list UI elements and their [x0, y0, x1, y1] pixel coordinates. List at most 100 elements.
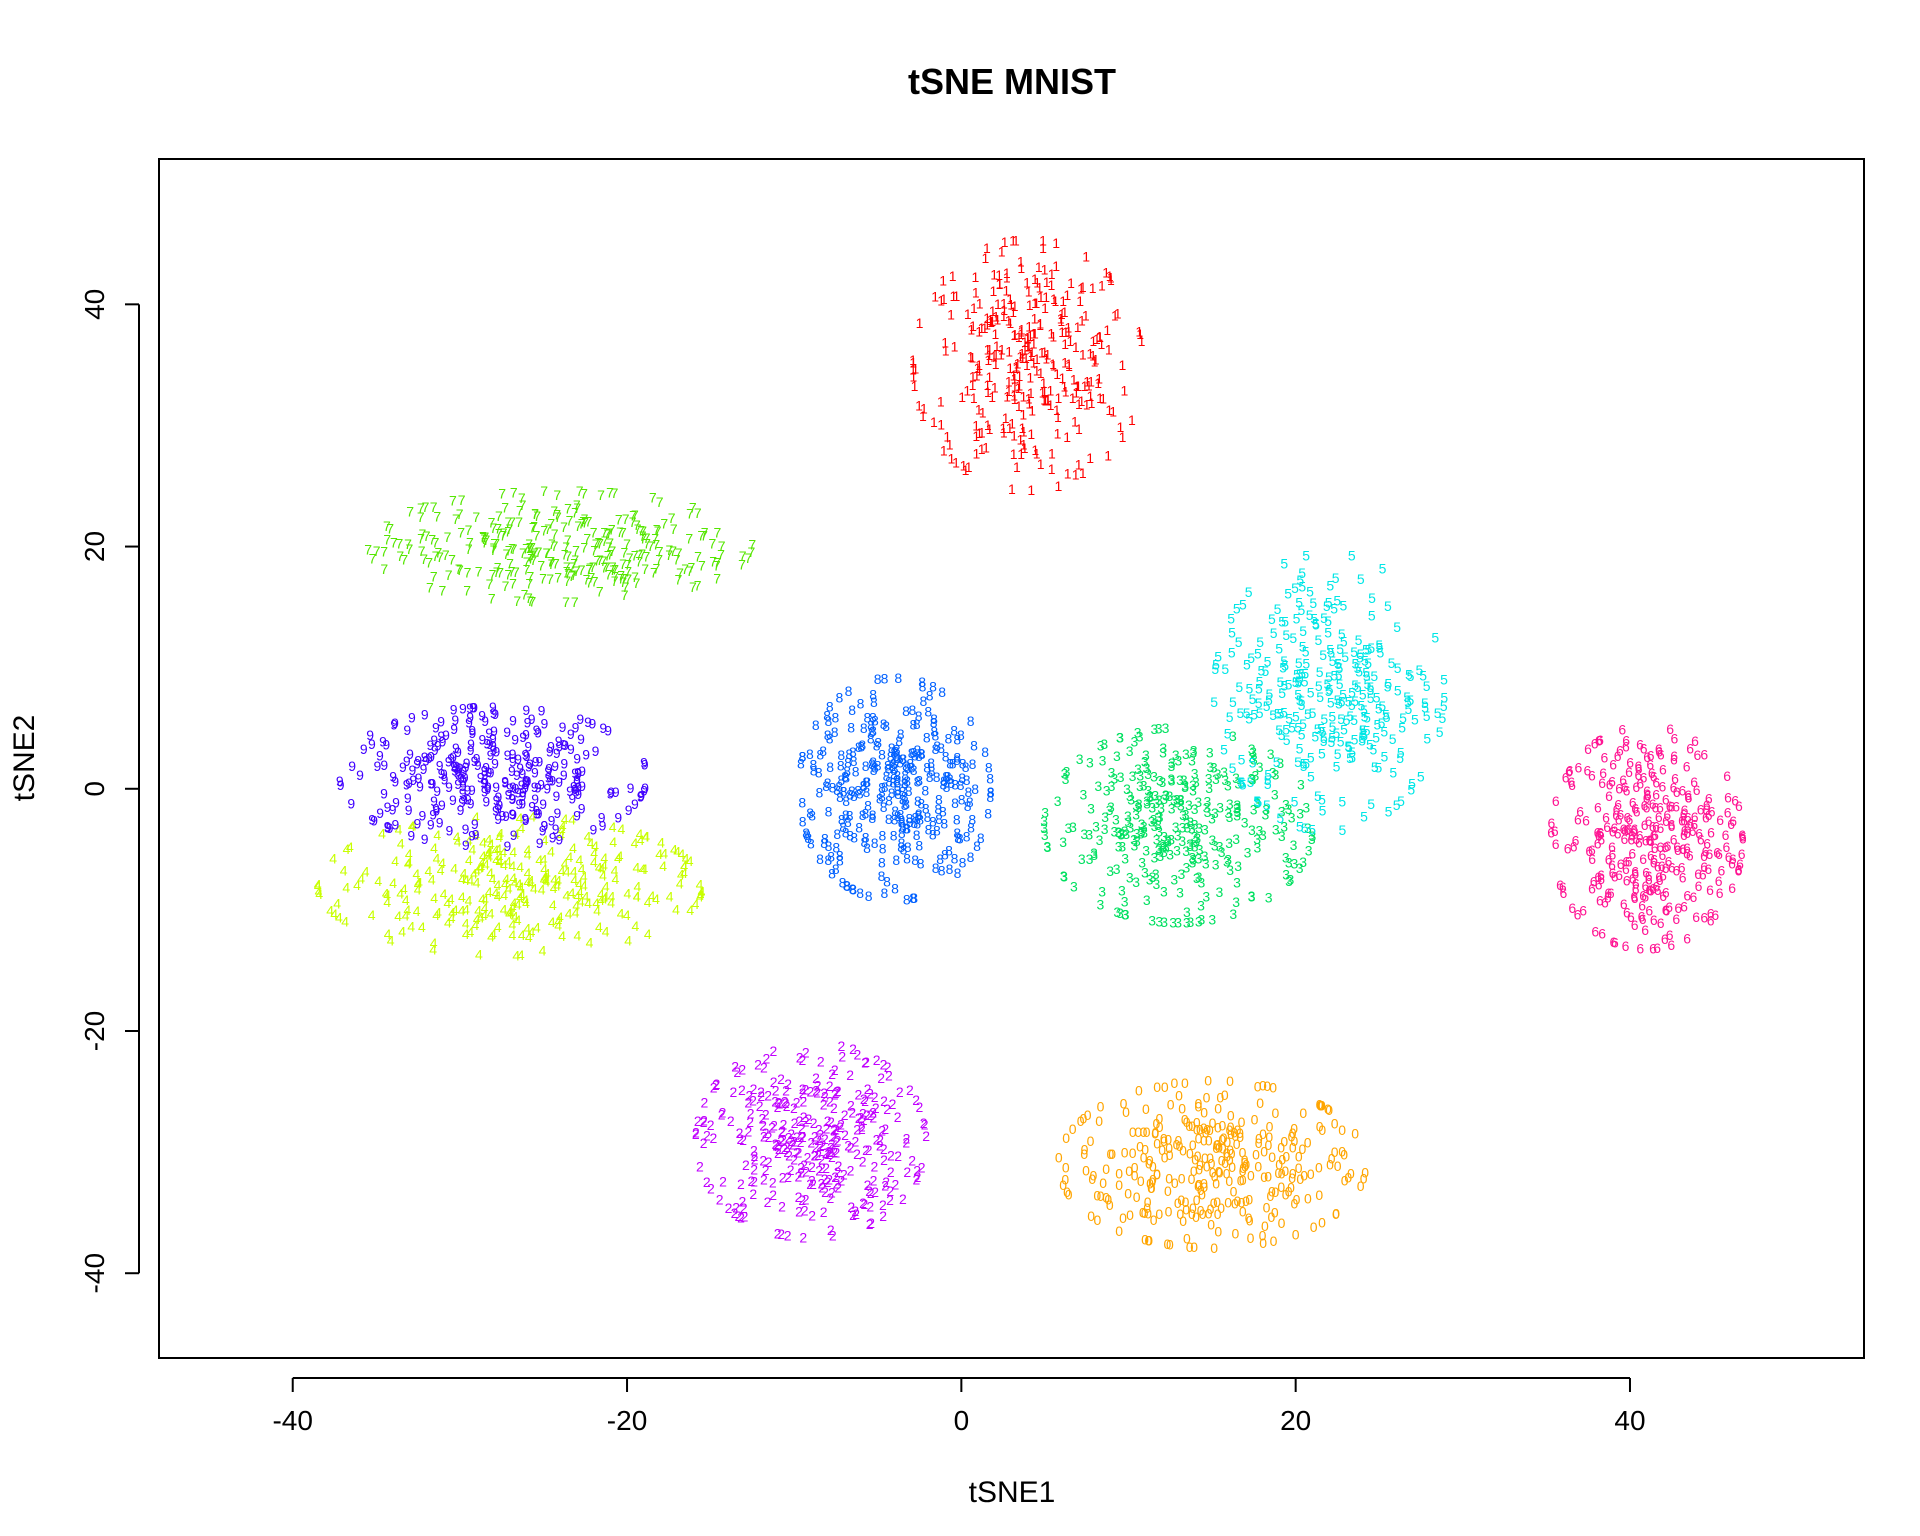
point-digit-6: 6 — [1594, 824, 1602, 840]
point-digit-3: 3 — [1208, 810, 1216, 826]
point-digit-6: 6 — [1596, 732, 1604, 748]
point-digit-6: 6 — [1613, 802, 1621, 818]
point-digit-3: 3 — [1225, 835, 1233, 851]
point-digit-2: 2 — [754, 1057, 762, 1073]
point-digit-1: 1 — [1000, 295, 1008, 311]
point-digit-9: 9 — [625, 802, 633, 818]
point-digit-4: 4 — [528, 924, 536, 940]
point-digit-6: 6 — [1670, 748, 1678, 764]
point-digit-9: 9 — [450, 701, 458, 717]
point-digit-2: 2 — [696, 1158, 704, 1174]
point-digit-2: 2 — [830, 1129, 838, 1145]
point-digit-8: 8 — [939, 804, 947, 820]
point-digit-3: 3 — [1285, 801, 1293, 817]
point-digit-2: 2 — [800, 1094, 808, 1110]
point-digit-2: 2 — [880, 1152, 888, 1168]
point-digit-1: 1 — [1057, 313, 1065, 329]
point-digit-2: 2 — [892, 1177, 900, 1193]
point-digit-6: 6 — [1601, 750, 1609, 766]
point-digit-1: 1 — [1063, 429, 1071, 445]
point-digit-2: 2 — [730, 1084, 738, 1100]
point-digit-6: 6 — [1605, 788, 1613, 804]
point-digit-6: 6 — [1641, 889, 1649, 905]
point-digit-2: 2 — [760, 1172, 768, 1188]
point-digit-2: 2 — [819, 1137, 827, 1153]
point-digit-2: 2 — [833, 1175, 841, 1191]
point-digit-3: 3 — [1192, 774, 1200, 790]
point-digit-0: 0 — [1324, 1101, 1332, 1117]
point-digit-6: 6 — [1659, 867, 1667, 883]
point-digit-1: 1 — [947, 307, 955, 323]
point-digit-1: 1 — [953, 288, 961, 304]
point-digit-4: 4 — [559, 818, 567, 834]
point-digit-1: 1 — [1038, 344, 1046, 360]
point-digit-2: 2 — [692, 1124, 700, 1140]
point-digit-1: 1 — [1072, 467, 1080, 483]
point-digit-9: 9 — [590, 822, 598, 838]
point-digit-8: 8 — [985, 760, 993, 776]
point-digit-1: 1 — [1000, 425, 1008, 441]
point-digit-4: 4 — [612, 871, 620, 887]
point-digit-6: 6 — [1568, 777, 1576, 793]
point-digit-8: 8 — [951, 776, 959, 792]
point-digit-3: 3 — [1166, 846, 1174, 862]
point-digit-7: 7 — [383, 518, 391, 534]
point-digit-6: 6 — [1588, 881, 1596, 897]
point-digit-2: 2 — [805, 1111, 813, 1127]
point-digit-1: 1 — [1095, 371, 1103, 387]
point-digit-5: 5 — [1307, 684, 1315, 700]
point-digit-5: 5 — [1304, 706, 1312, 722]
point-digit-5: 5 — [1416, 662, 1424, 678]
point-digit-7: 7 — [490, 542, 498, 558]
x-tick-label: 0 — [954, 1405, 970, 1436]
point-digit-3: 3 — [1216, 839, 1224, 855]
point-digit-3: 3 — [1143, 892, 1151, 908]
point-digit-7: 7 — [564, 548, 572, 564]
point-digit-3: 3 — [1229, 728, 1237, 744]
point-digit-0: 0 — [1182, 1201, 1190, 1217]
point-digit-1: 1 — [1019, 407, 1027, 423]
point-digit-1: 1 — [1007, 297, 1015, 313]
point-digit-0: 0 — [1160, 1133, 1168, 1149]
point-digit-1: 1 — [989, 303, 997, 319]
point-digit-4: 4 — [655, 846, 663, 862]
point-digit-2: 2 — [762, 1162, 770, 1178]
point-digit-5: 5 — [1345, 739, 1353, 755]
point-digit-4: 4 — [558, 822, 566, 838]
point-digit-0: 0 — [1171, 1075, 1179, 1091]
point-digit-3: 3 — [1210, 759, 1218, 775]
point-digit-5: 5 — [1354, 660, 1362, 676]
point-digit-7: 7 — [533, 508, 541, 524]
point-digit-5: 5 — [1310, 610, 1318, 626]
point-digit-3: 3 — [1080, 786, 1088, 802]
point-digit-0: 0 — [1171, 1175, 1179, 1191]
point-digit-2: 2 — [779, 1170, 787, 1186]
point-digit-5: 5 — [1320, 711, 1328, 727]
point-digit-3: 3 — [1160, 829, 1168, 845]
point-digit-3: 3 — [1189, 777, 1197, 793]
plot-frame — [158, 158, 1865, 1359]
point-digit-1: 1 — [1005, 313, 1013, 329]
point-digit-4: 4 — [505, 881, 513, 897]
point-digit-2: 2 — [899, 1191, 907, 1207]
point-digit-8: 8 — [937, 740, 945, 756]
point-digit-0: 0 — [1059, 1177, 1067, 1193]
point-digit-1: 1 — [1053, 366, 1061, 382]
point-digit-1: 1 — [1043, 274, 1051, 290]
point-digit-7: 7 — [596, 583, 604, 599]
point-digit-1: 1 — [969, 318, 977, 334]
point-digit-9: 9 — [429, 807, 437, 823]
point-digit-3: 3 — [1282, 796, 1290, 812]
point-digit-6: 6 — [1639, 851, 1647, 867]
point-digit-7: 7 — [748, 537, 756, 553]
point-digit-6: 6 — [1548, 815, 1556, 831]
point-digit-1: 1 — [1015, 329, 1023, 345]
point-digit-5: 5 — [1298, 726, 1306, 742]
point-digit-5: 5 — [1352, 656, 1360, 672]
point-digit-1: 1 — [1028, 344, 1036, 360]
point-digit-6: 6 — [1620, 896, 1628, 912]
point-digit-3: 3 — [1157, 800, 1165, 816]
point-digit-5: 5 — [1335, 696, 1343, 712]
point-digit-0: 0 — [1245, 1192, 1253, 1208]
point-digit-2: 2 — [764, 1194, 772, 1210]
